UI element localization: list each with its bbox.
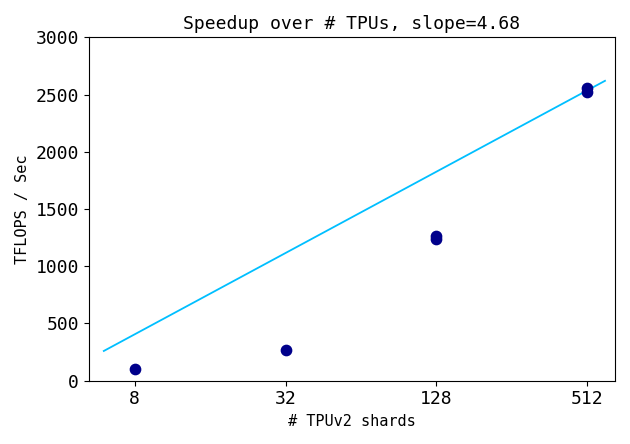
Point bbox=[582, 84, 592, 91]
Title: Speedup over # TPUs, slope=4.68: Speedup over # TPUs, slope=4.68 bbox=[183, 15, 520, 33]
Point bbox=[130, 366, 140, 373]
Point bbox=[280, 346, 290, 353]
Point bbox=[432, 235, 442, 242]
X-axis label: # TPUv2 shards: # TPUv2 shards bbox=[288, 414, 416, 429]
Point bbox=[582, 89, 592, 96]
Point bbox=[432, 233, 442, 240]
Y-axis label: TFLOPS / Sec: TFLOPS / Sec bbox=[15, 154, 30, 264]
